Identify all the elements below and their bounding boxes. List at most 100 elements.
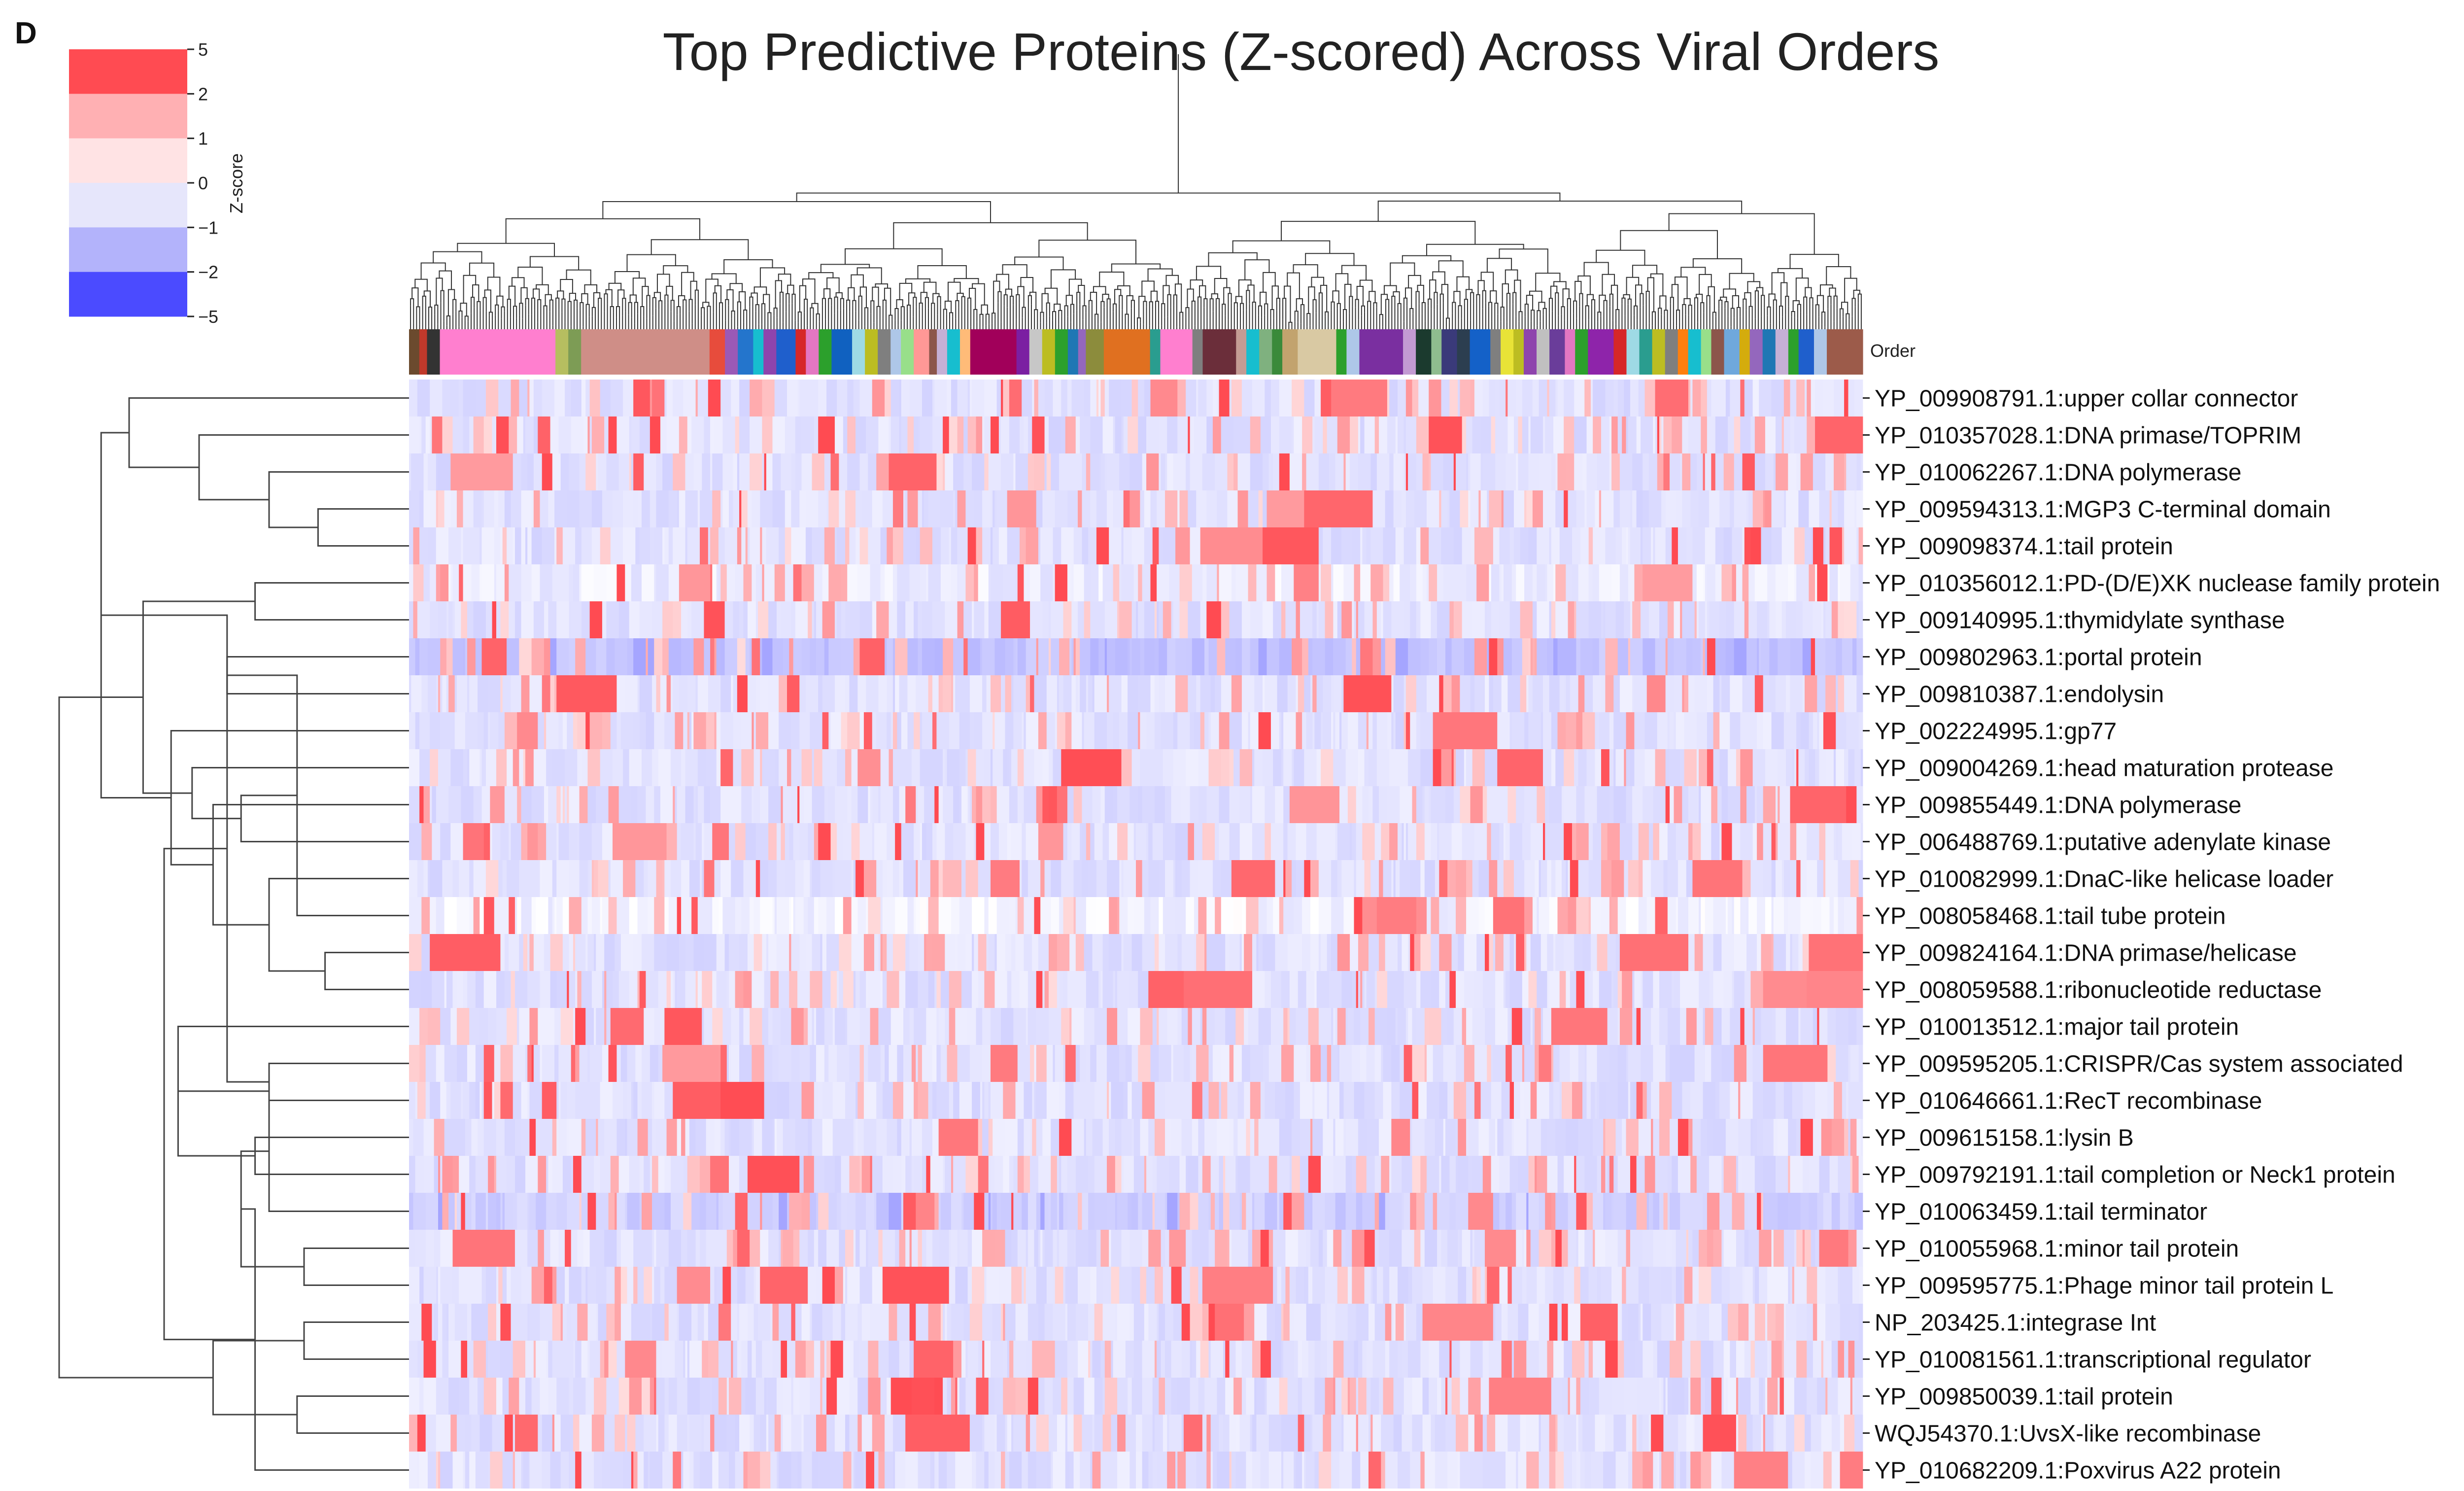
- heatmap-cell-run: [548, 897, 553, 934]
- heatmap-cell-run: [1144, 786, 1155, 823]
- heatmap-cell-run: [1699, 601, 1706, 638]
- heatmap-cell-run: [1022, 860, 1028, 897]
- order-block: [1246, 329, 1260, 375]
- heatmap-cell-run: [814, 823, 819, 860]
- heatmap-cell-run: [660, 675, 667, 712]
- column-dendrogram-link: [1585, 305, 1589, 320]
- heatmap-cell-run: [830, 749, 837, 786]
- heatmap-cell-run: [918, 490, 923, 527]
- heatmap-cell-run: [752, 971, 765, 1008]
- heatmap-cell-run: [1341, 860, 1354, 897]
- heatmap-cell-run: [1244, 1008, 1248, 1045]
- heatmap-cell-run: [1794, 749, 1797, 786]
- heatmap-cell-run: [618, 971, 630, 1008]
- heatmap-cell-run: [1400, 860, 1410, 897]
- heatmap-cell-run: [673, 675, 680, 712]
- heatmap-cell-run: [1609, 453, 1612, 490]
- column-dendrogram-link: [786, 293, 790, 312]
- heatmap-cell-run: [1049, 934, 1058, 971]
- heatmap-cell-run: [1395, 897, 1400, 934]
- column-dendrogram-link: [778, 274, 791, 285]
- heatmap-cell-run: [538, 712, 545, 749]
- heatmap-cell-run: [936, 453, 943, 490]
- heatmap-cell-run: [1024, 897, 1034, 934]
- heatmap-cell-run: [1595, 1008, 1604, 1045]
- heatmap-cell-run: [1701, 380, 1708, 416]
- heatmap-cell-run: [1582, 453, 1587, 490]
- heatmap-cell-run: [1027, 971, 1037, 1008]
- heatmap-cell-run: [1159, 934, 1165, 971]
- heatmap-cell-run: [1078, 971, 1087, 1008]
- heatmap-cell-run: [498, 860, 503, 897]
- heatmap-cell-run: [1237, 453, 1251, 490]
- heatmap-cell-run: [1715, 638, 1726, 675]
- column-dendrogram-link: [1724, 301, 1729, 316]
- heatmap-cell-run: [618, 601, 630, 638]
- heatmap-cell-run: [1551, 527, 1560, 564]
- heatmap-cell-run: [585, 1008, 594, 1045]
- heatmap-cell-run: [1574, 934, 1583, 971]
- heatmap-cell-run: [1231, 380, 1242, 416]
- heatmap-cell-run: [1443, 564, 1454, 601]
- heatmap-cell-run: [1331, 380, 1340, 416]
- heatmap-cell-run: [1248, 712, 1251, 749]
- heatmap-cell-run: [1372, 638, 1381, 675]
- heatmap-cell-run: [554, 490, 567, 527]
- heatmap-cell-run: [768, 934, 777, 971]
- order-block: [1431, 329, 1442, 375]
- heatmap-cell-run: [1121, 934, 1124, 971]
- heatmap-cell-run: [1059, 453, 1072, 490]
- heatmap-cell-run: [1341, 675, 1344, 712]
- heatmap-cell-run: [947, 380, 952, 416]
- heatmap-cell-run: [791, 749, 802, 786]
- heatmap-cell-run: [1686, 527, 1693, 564]
- heatmap-cell-run: [982, 490, 991, 527]
- heatmap-cell-run: [1848, 416, 1853, 453]
- heatmap-cell-run: [456, 490, 463, 527]
- heatmap-cell-run: [750, 638, 752, 675]
- heatmap-cell-run: [1613, 971, 1618, 1008]
- heatmap-cell-run: [569, 786, 580, 823]
- heatmap-cell-run: [409, 1045, 420, 1082]
- heatmap-cell-run: [1817, 860, 1824, 897]
- heatmap-cell-run: [859, 1008, 870, 1045]
- heatmap-cell-run: [1362, 823, 1375, 860]
- heatmap-cell-run: [1221, 749, 1230, 786]
- heatmap-cell-run: [801, 527, 806, 564]
- heatmap-cell-run: [1817, 527, 1824, 564]
- heatmap-cell-run: [1643, 564, 1649, 601]
- heatmap-cell-run: [1846, 453, 1857, 490]
- heatmap-cell-run: [1321, 749, 1334, 786]
- heatmap-cell-run: [1337, 786, 1340, 823]
- heatmap-cell-run: [1049, 749, 1053, 786]
- heatmap-cell-run: [1024, 934, 1032, 971]
- heatmap-cell-run: [1543, 490, 1556, 527]
- heatmap-cell-run: [450, 564, 453, 601]
- heatmap-cell-run: [847, 380, 854, 416]
- column-dendrogram-link: [1596, 249, 1645, 266]
- heatmap-cell-run: [1819, 1045, 1822, 1082]
- heatmap-cell-run: [880, 897, 883, 934]
- heatmap-cell-run: [1638, 380, 1645, 416]
- heatmap-cell-run: [606, 453, 611, 490]
- heatmap-cell-run: [892, 786, 899, 823]
- heatmap-cell-run: [1219, 527, 1228, 564]
- heatmap-cell-run: [729, 971, 736, 1008]
- heatmap-cell-run: [1040, 564, 1053, 601]
- heatmap-cell-run: [1754, 564, 1768, 601]
- heatmap-cell-run: [1827, 971, 1838, 1008]
- heatmap-cell-run: [610, 453, 619, 490]
- heatmap-cell-run: [1196, 675, 1201, 712]
- heatmap-cell-run: [562, 897, 569, 934]
- heatmap-cell-run: [677, 897, 682, 934]
- heatmap-cell-run: [446, 638, 453, 675]
- heatmap-cell-run: [697, 786, 704, 823]
- heatmap-cell-run: [1069, 934, 1076, 971]
- heatmap-cell-run: [1692, 860, 1701, 897]
- colorbar-tick-label: 5: [198, 39, 208, 60]
- heatmap-cell-run: [498, 638, 505, 675]
- heatmap-cell-run: [623, 860, 636, 897]
- heatmap-cell-run: [857, 675, 866, 712]
- heatmap-cell-run: [961, 971, 972, 1008]
- heatmap-cell-run: [1429, 527, 1441, 564]
